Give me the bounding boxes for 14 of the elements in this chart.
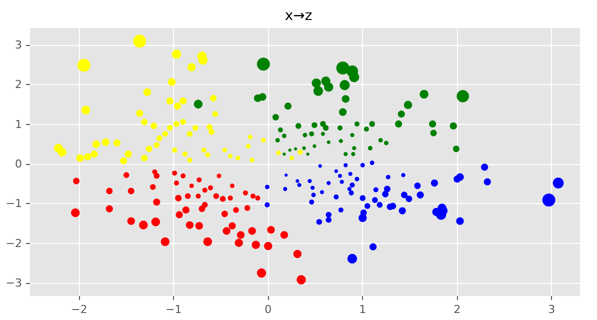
x-tick-label: 2: [454, 303, 461, 316]
x-tick-label: 1: [359, 303, 366, 316]
x-tick-label: 0: [264, 303, 272, 316]
chart-title: x→z: [284, 8, 312, 24]
y-tick-label: 2: [15, 78, 22, 92]
y-tick-label: 0: [15, 157, 22, 170]
y-tick-label: −2: [6, 236, 22, 250]
y-tick-label: 1: [15, 118, 22, 131]
x-tick-label: −1: [166, 303, 182, 316]
y-tick-label: −3: [6, 276, 22, 290]
y-tick-label: −1: [6, 197, 22, 210]
x-tick-label: 3: [548, 303, 556, 316]
y-tick-label: 3: [15, 38, 22, 52]
x-tick-label: −2: [71, 303, 88, 316]
